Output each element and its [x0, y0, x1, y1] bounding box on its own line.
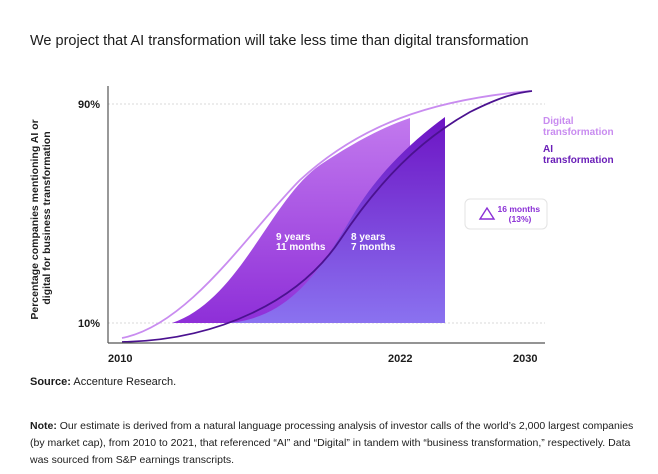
ai-duration-label: 8 years 7 months: [351, 232, 396, 253]
digital-curve: [121, 90, 531, 339]
source-line: Source: Accenture Research.: [30, 376, 176, 388]
ai-area: [228, 117, 445, 323]
y-axis-label: Percentage companies mentioning AI or di…: [29, 116, 53, 319]
legend-ai: AI transformation: [543, 144, 614, 166]
note-label: Note:: [30, 420, 57, 432]
chart: Percentage companies mentioning AI or di…: [29, 86, 614, 365]
triangle-icon: [478, 206, 496, 220]
x-tick-2022: 2022: [388, 353, 412, 365]
x-tick-2010: 2010: [108, 353, 132, 365]
note-text: Our estimate is derived from a natural l…: [30, 420, 634, 466]
y-tick-10: 10%: [78, 318, 100, 330]
footnote: Note: Our estimate is derived from a nat…: [30, 418, 635, 469]
legend-digital: Digital transformation: [543, 116, 614, 138]
x-tick-2030: 2030: [513, 353, 537, 365]
source-label: Source:: [30, 376, 71, 388]
svg-text:16 months (13%): 16 months (13%): [498, 204, 543, 224]
ai-curve: [121, 90, 533, 343]
difference-callout: 16 months (13%): [464, 198, 548, 230]
source-text: Accenture Research.: [73, 376, 177, 388]
digital-duration-label: 9 years 11 months: [276, 232, 326, 253]
y-tick-90: 90%: [78, 99, 100, 111]
chart-title: We project that AI transformation will t…: [30, 33, 529, 49]
